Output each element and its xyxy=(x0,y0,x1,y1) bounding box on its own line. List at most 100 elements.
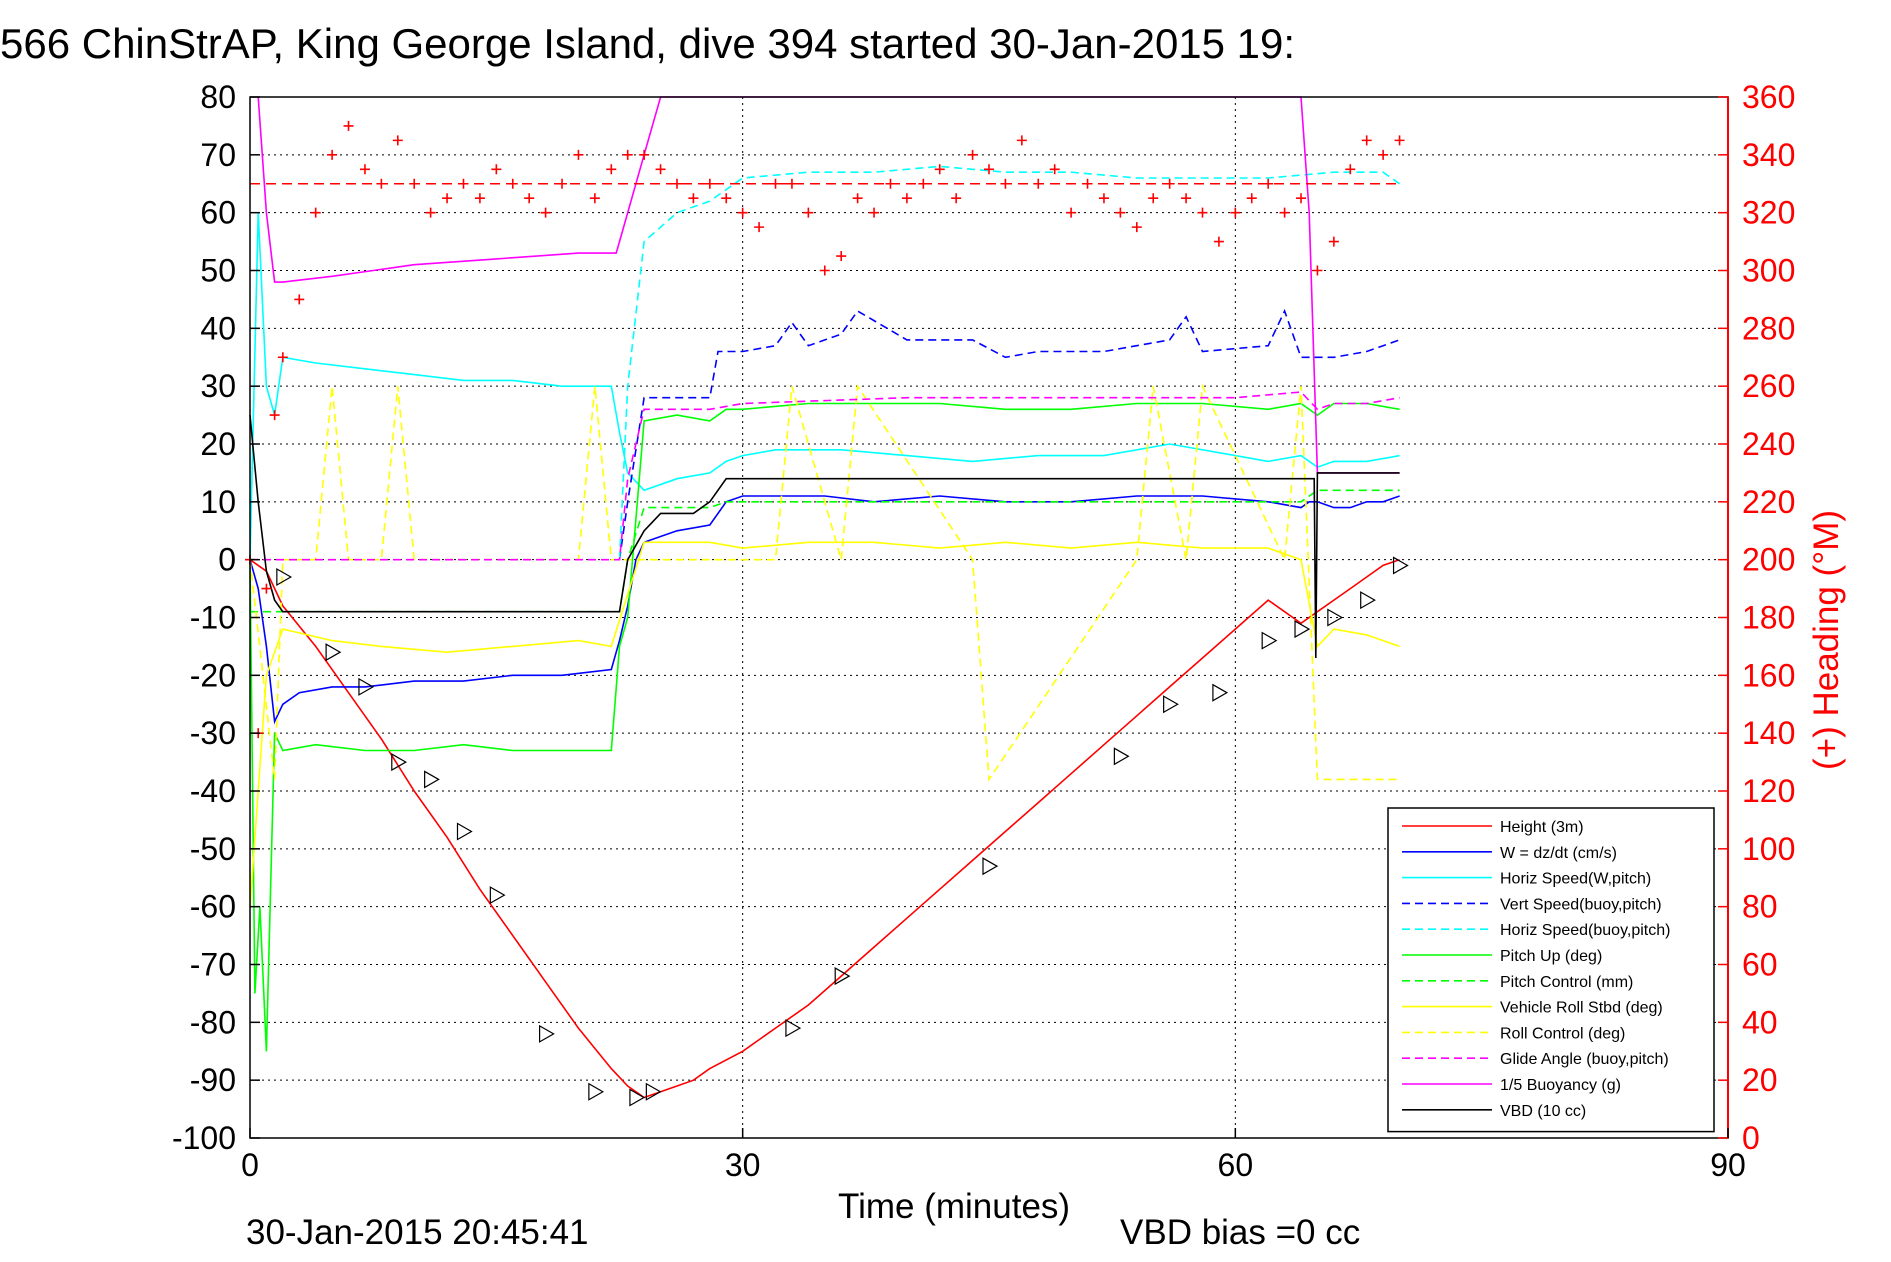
heading-point xyxy=(359,164,370,175)
y-right-tick-label: 260 xyxy=(1742,368,1795,404)
dive-marker xyxy=(1392,556,1409,575)
dive-marker xyxy=(358,677,375,696)
heading-point xyxy=(803,207,814,218)
x-tick-label: 30 xyxy=(725,1147,761,1183)
series-line-7 xyxy=(249,541,1400,907)
heading-point xyxy=(1164,178,1175,189)
axes xyxy=(249,96,1729,1139)
heading-point xyxy=(1197,207,1208,218)
y-right-tick-label: 140 xyxy=(1742,715,1795,751)
y-right-tick-label: 120 xyxy=(1742,773,1795,809)
heading-point xyxy=(557,178,568,189)
dive-marker xyxy=(1113,747,1130,766)
legend-entry: W = dz/dt (cm/s) xyxy=(1500,845,1617,862)
x-axis-label: Time (minutes) xyxy=(838,1187,1070,1226)
heading-point xyxy=(1098,193,1109,204)
y-tick-label: -50 xyxy=(190,831,236,867)
y-right-tick-label: 340 xyxy=(1742,137,1795,173)
heading-point xyxy=(507,178,518,189)
y-tick-label: -70 xyxy=(190,947,236,983)
heading-point xyxy=(737,207,748,218)
legend-entry: Horiz Speed(buoy,pitch) xyxy=(1500,922,1670,939)
dive-marker xyxy=(391,753,408,772)
heading-point xyxy=(1378,149,1389,160)
heading-point xyxy=(984,164,994,175)
heading-point xyxy=(573,149,584,160)
heading-point xyxy=(1263,178,1274,189)
heading-point xyxy=(869,207,880,218)
heading-point xyxy=(951,193,962,204)
heading-point xyxy=(852,193,863,204)
heading-point xyxy=(1049,164,1060,175)
heading-point xyxy=(1181,193,1192,204)
y-right-tick-label: 100 xyxy=(1742,831,1795,867)
dive-marker xyxy=(982,857,999,876)
legend-entry: Roll Control (deg) xyxy=(1500,1025,1625,1042)
heading-point xyxy=(1148,193,1159,204)
series-line-9 xyxy=(250,391,1400,561)
y-tick-label: -20 xyxy=(190,657,236,693)
y-right-tick-label: 320 xyxy=(1742,195,1795,231)
heading-point xyxy=(1246,193,1257,204)
heading-point xyxy=(1345,164,1356,175)
dive-marker xyxy=(588,1082,605,1101)
heading-point xyxy=(1131,222,1142,233)
heading-point xyxy=(540,207,551,218)
series-line-0 xyxy=(249,558,1400,1099)
dive-marker xyxy=(1294,620,1311,639)
y-right-tick-label: 200 xyxy=(1742,542,1795,578)
y-right-tick-label: 80 xyxy=(1742,889,1778,925)
dive-marker xyxy=(1261,631,1278,650)
y-right-tick-label: 60 xyxy=(1742,947,1778,983)
legend-box xyxy=(1387,807,1715,1133)
y-tick-label: -60 xyxy=(190,889,236,925)
heading-point xyxy=(458,178,469,189)
heading-point xyxy=(622,149,633,160)
dive-marker xyxy=(1327,608,1344,627)
y-tick-label: 40 xyxy=(200,310,236,346)
heading-point xyxy=(409,178,420,189)
legend-entry: Glide Angle (buoy,pitch) xyxy=(1500,1051,1669,1068)
heading-point xyxy=(310,207,321,218)
heading-point xyxy=(934,164,945,175)
y-right-tick-label: 0 xyxy=(1742,1120,1760,1156)
footer-vbd-bias: VBD bias =0 cc xyxy=(1120,1213,1360,1252)
y-tick-label: 80 xyxy=(200,79,236,115)
heading-point xyxy=(1000,178,1011,189)
heading-point xyxy=(327,149,338,160)
chart-title: 566 ChinStrAP, King George Island, dive … xyxy=(0,20,1295,67)
heading-point xyxy=(819,265,830,276)
dive-marker xyxy=(456,822,473,841)
heading-point xyxy=(688,193,699,204)
y-right-tick-label: 240 xyxy=(1742,426,1795,462)
dive-marker xyxy=(1212,683,1229,702)
footer-timestamp: 30-Jan-2015 20:45:41 xyxy=(246,1213,589,1252)
dive-marker xyxy=(539,1024,555,1043)
y-right-tick-label: 220 xyxy=(1742,484,1795,520)
heading-point xyxy=(1279,207,1290,218)
dive-marker xyxy=(325,643,342,662)
series-line-2 xyxy=(249,212,1400,560)
heading-point xyxy=(1230,207,1241,218)
heading-point xyxy=(1312,265,1323,276)
x-tick-label: 90 xyxy=(1710,1147,1746,1183)
heading-point xyxy=(754,222,765,233)
y-tick-label: 10 xyxy=(200,484,236,520)
heading-point xyxy=(1296,193,1307,204)
heading-point xyxy=(376,178,387,189)
dive-marker xyxy=(1360,591,1376,610)
heading-point xyxy=(1016,135,1027,146)
legend: Height (3m) W = dz/dt (cm/s) Horiz Speed(W… xyxy=(1387,807,1715,1133)
y-tick-label: -80 xyxy=(190,1004,236,1040)
y-tick-label: 60 xyxy=(200,195,236,231)
dive-marker xyxy=(785,1019,802,1038)
y-right-tick-label: 360 xyxy=(1742,79,1795,115)
y-tick-label: 70 xyxy=(200,137,236,173)
legend-entry: Vert Speed(buoy,pitch) xyxy=(1500,896,1662,913)
heading-point xyxy=(770,178,781,189)
depth-markers xyxy=(276,556,1409,1107)
dive-marker xyxy=(424,770,440,789)
dive-marker xyxy=(834,967,851,986)
x-tick-label: 60 xyxy=(1218,1147,1254,1183)
